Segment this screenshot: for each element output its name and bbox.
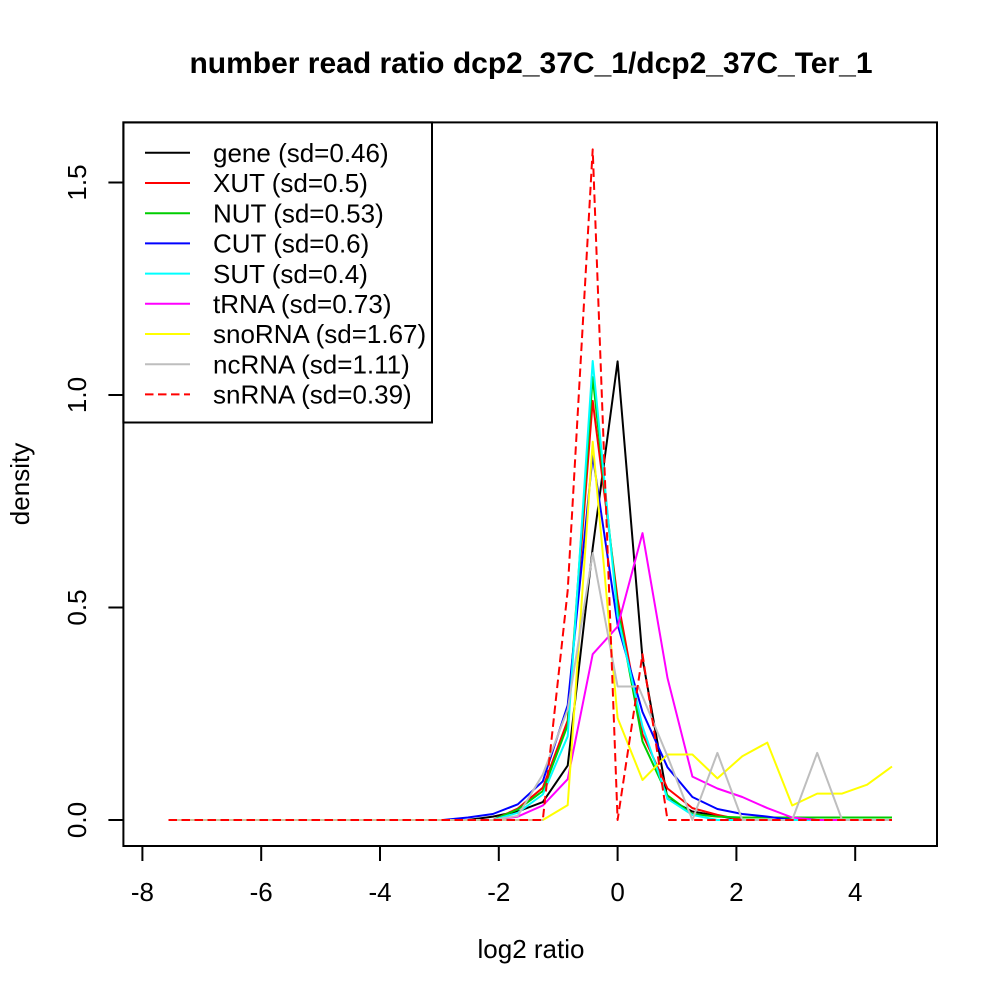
svg-text:number read ratio dcp2_37C_1/d: number read ratio dcp2_37C_1/dcp2_37C_Te… bbox=[189, 47, 872, 80]
svg-text:0: 0 bbox=[610, 877, 624, 907]
svg-text:log2 ratio: log2 ratio bbox=[478, 934, 585, 964]
svg-text:2: 2 bbox=[729, 877, 743, 907]
svg-text:CUT (sd=0.6): CUT (sd=0.6) bbox=[213, 229, 369, 259]
svg-text:NUT (sd=0.53): NUT (sd=0.53) bbox=[213, 198, 384, 228]
svg-text:tRNA (sd=0.73): tRNA (sd=0.73) bbox=[213, 289, 391, 319]
svg-text:0.0: 0.0 bbox=[62, 802, 92, 838]
svg-text:-6: -6 bbox=[250, 877, 273, 907]
svg-text:-4: -4 bbox=[368, 877, 391, 907]
svg-text:gene (sd=0.46): gene (sd=0.46) bbox=[213, 138, 389, 168]
svg-text:0.5: 0.5 bbox=[62, 589, 92, 625]
svg-text:-2: -2 bbox=[487, 877, 510, 907]
svg-text:snRNA (sd=0.39): snRNA (sd=0.39) bbox=[213, 380, 412, 410]
svg-text:-8: -8 bbox=[131, 877, 154, 907]
svg-text:snoRNA (sd=1.67): snoRNA (sd=1.67) bbox=[213, 319, 426, 349]
svg-text:ncRNA (sd=1.11): ncRNA (sd=1.11) bbox=[213, 349, 410, 379]
svg-text:density: density bbox=[5, 443, 35, 525]
svg-text:4: 4 bbox=[848, 877, 862, 907]
svg-text:SUT (sd=0.4): SUT (sd=0.4) bbox=[213, 259, 368, 289]
svg-text:XUT (sd=0.5): XUT (sd=0.5) bbox=[213, 168, 368, 198]
svg-text:1.5: 1.5 bbox=[62, 164, 92, 200]
svg-text:1.0: 1.0 bbox=[62, 377, 92, 413]
